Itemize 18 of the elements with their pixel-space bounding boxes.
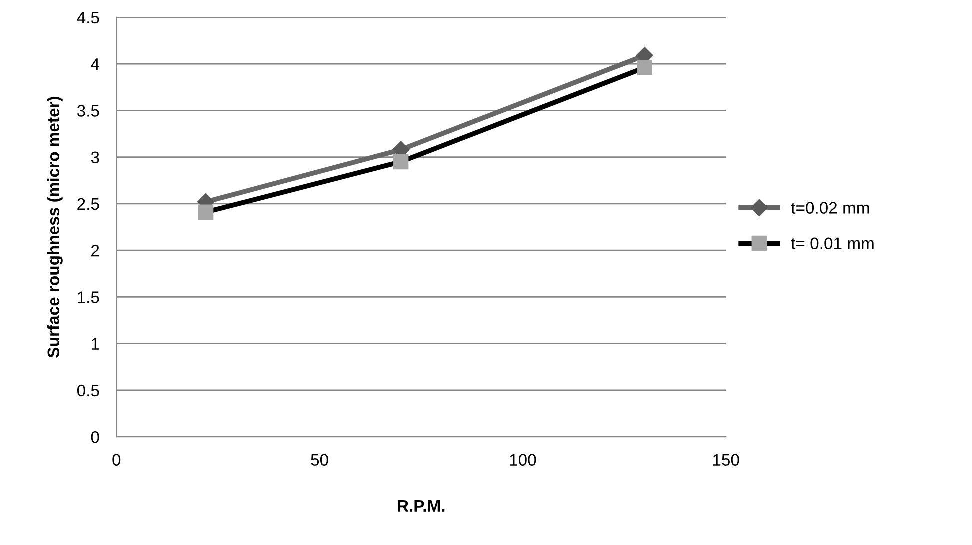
y-tick-label: 0 (91, 431, 100, 444)
legend-label: t= 0.01 mm (791, 238, 874, 250)
legend-label: t=0.02 mm (791, 202, 870, 214)
y-tick-label: 0.5 (77, 384, 100, 397)
x-tick-label: 100 (510, 454, 536, 466)
y-tick-label: 3 (91, 152, 100, 164)
x-axis-title: R.P.M. (398, 500, 445, 512)
x-tick-label: 150 (713, 454, 740, 466)
y-tick-label: 2 (92, 244, 100, 257)
y-tick-label: 1.5 (78, 292, 100, 304)
y-tick-label: 4.5 (77, 12, 100, 24)
x-tick-label: 50 (311, 454, 328, 466)
y-axis-title: Surface roughness (micro meter) (47, 97, 63, 358)
y-tick-label: 3.5 (77, 105, 100, 117)
x-tick-label: 0 (112, 454, 121, 466)
y-tick-label: 1 (92, 338, 100, 350)
y-tick-label: 4 (91, 58, 100, 70)
y-tick-label: 2.5 (78, 198, 100, 210)
